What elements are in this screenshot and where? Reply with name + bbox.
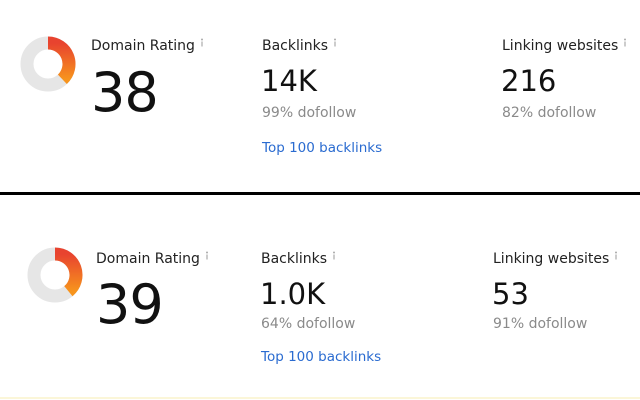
label-text: Domain Rating <box>91 38 195 54</box>
donut-arc <box>54 247 83 297</box>
label: Domain Rating <box>96 251 209 267</box>
label-text: Domain Rating <box>96 251 200 267</box>
dofollow: 91% dofollow <box>493 316 588 332</box>
label: Backlinks <box>262 38 337 54</box>
info-icon[interactable] <box>200 38 204 47</box>
label-text: Linking websites <box>493 251 610 267</box>
label: Backlinks <box>261 251 336 267</box>
info-icon[interactable] <box>614 251 618 260</box>
panel: Domain Rating 38 Backlinks 14K 99% dofol… <box>0 0 640 192</box>
divider <box>0 192 640 195</box>
label-text: Backlinks <box>262 38 329 54</box>
info-icon[interactable] <box>205 251 209 260</box>
backlinks-value: 14K <box>261 64 317 98</box>
info-icon[interactable] <box>332 251 336 260</box>
bottom-border <box>0 397 640 399</box>
panel: Domain Rating 39 Backlinks 1.0K 64% dofo… <box>0 195 640 397</box>
donut <box>20 36 76 92</box>
donut <box>27 247 83 303</box>
info-icon[interactable] <box>333 38 337 47</box>
dofollow: 99% dofollow <box>262 105 357 121</box>
dofollow: 82% dofollow <box>502 105 597 121</box>
label: Linking websites <box>493 251 618 267</box>
info-icon[interactable] <box>623 38 627 47</box>
label-text: Linking websites <box>502 38 619 54</box>
top-backlinks-link[interactable]: Top 100 backlinks <box>261 349 382 365</box>
donut-arc <box>47 36 76 85</box>
domain-rating: 38 <box>91 61 159 124</box>
linking-value: 216 <box>501 64 557 98</box>
domain-rating: 39 <box>96 273 164 336</box>
label: Linking websites <box>502 38 627 54</box>
backlinks-value: 1.0K <box>260 277 326 311</box>
label: Domain Rating <box>91 38 204 54</box>
dofollow: 64% dofollow <box>261 316 356 332</box>
linking-value: 53 <box>492 277 529 311</box>
label-text: Backlinks <box>261 251 328 267</box>
top-backlinks-link[interactable]: Top 100 backlinks <box>262 140 383 156</box>
